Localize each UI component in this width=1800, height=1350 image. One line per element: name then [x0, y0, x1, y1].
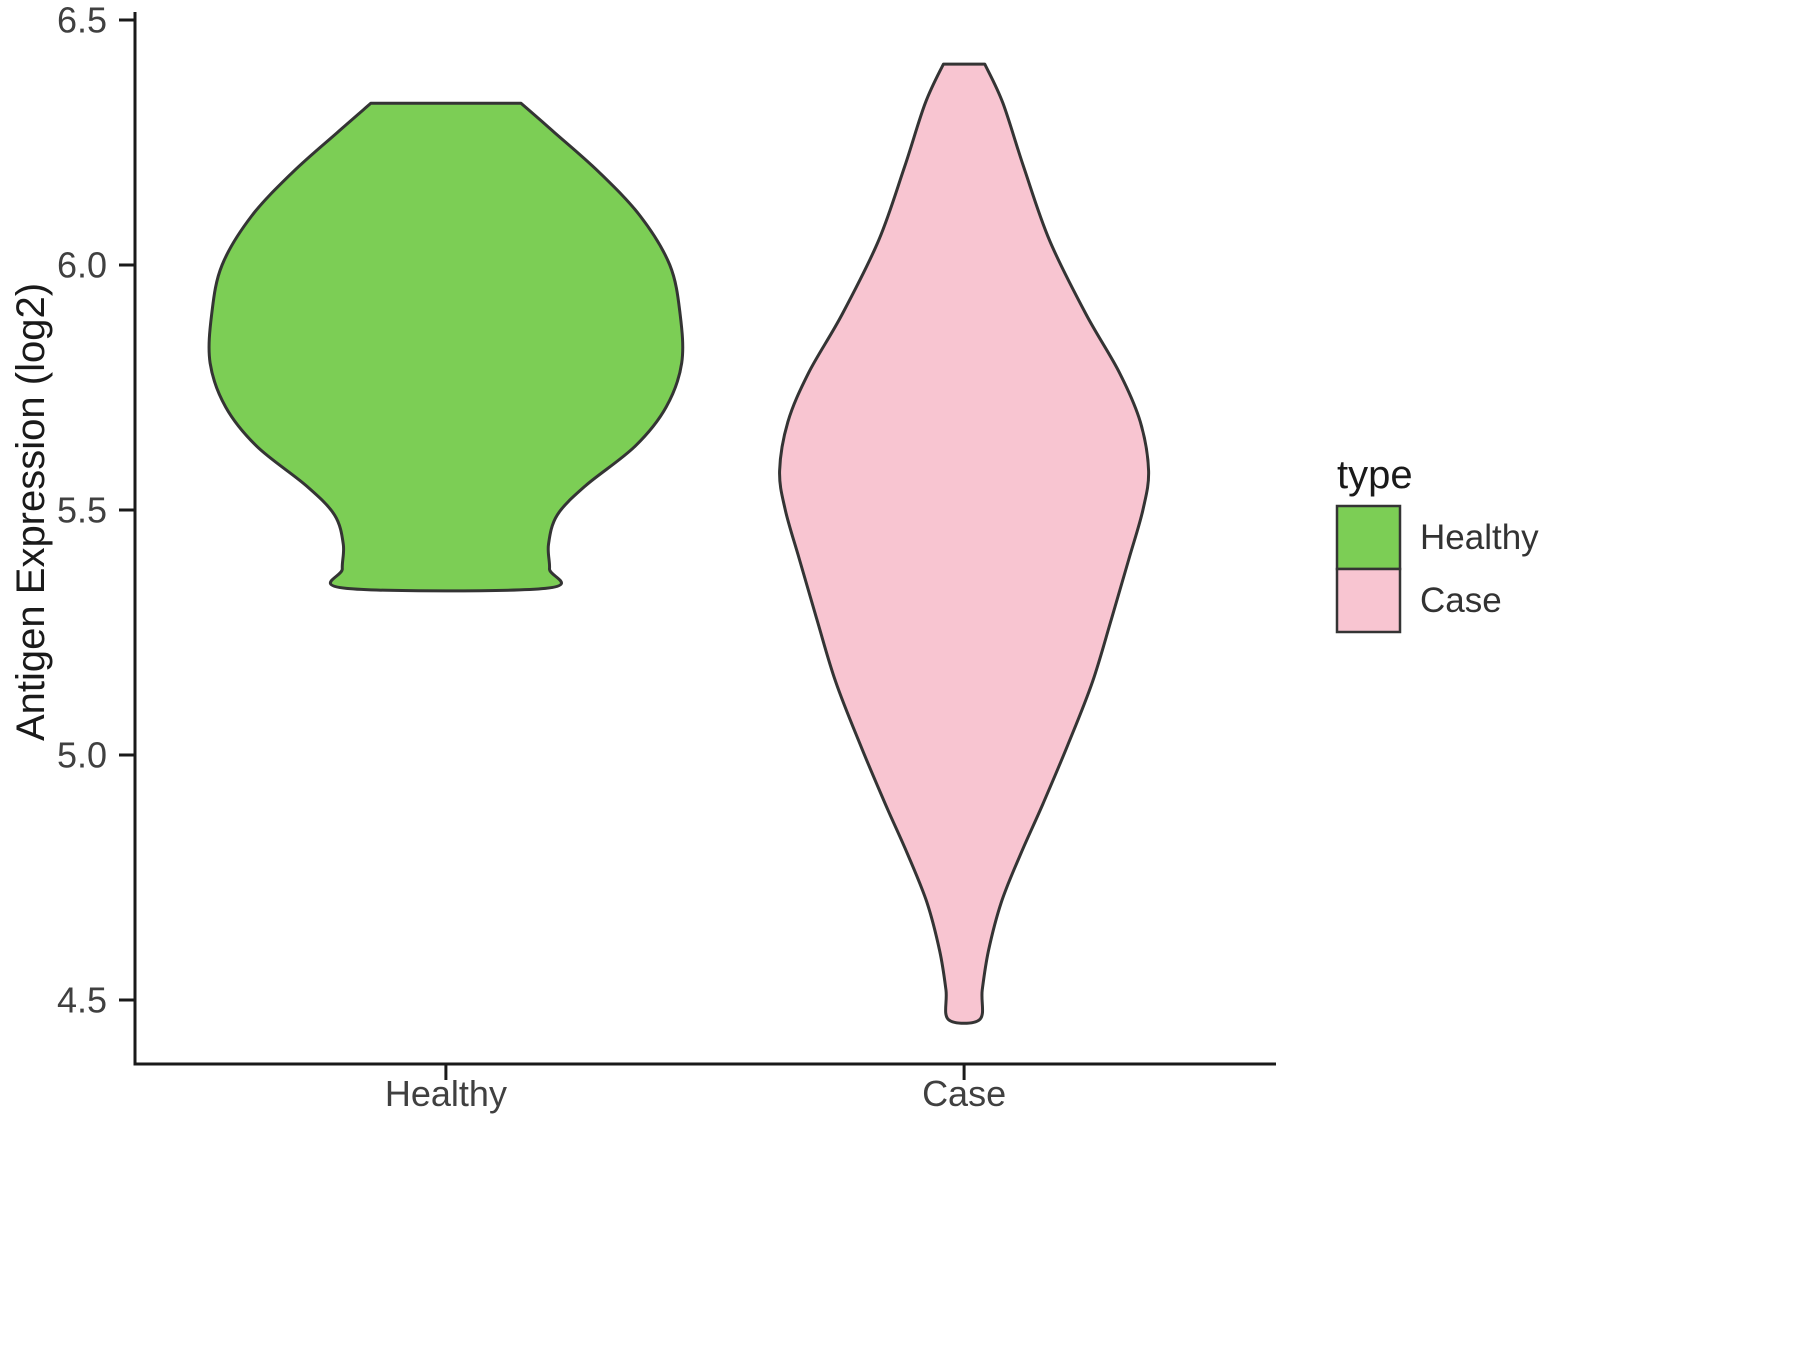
axes-layer: 4.5 5.0 5.5 6.0 6.5 Healthy Case	[57, 0, 1276, 1114]
y-axis-title: Antigen Expression (log2)	[9, 283, 53, 741]
violin-healthy	[207, 101, 685, 593]
y-tick-label: 6.0	[57, 245, 107, 286]
x-ticks-group: Healthy Case	[385, 1064, 1006, 1114]
legend-title: type	[1337, 453, 1413, 497]
y-tick-label: 6.5	[57, 0, 107, 41]
legend: type Healthy Case	[1335, 453, 1539, 634]
y-tick-label: 5.5	[57, 490, 107, 531]
legend-label-case: Case	[1420, 581, 1502, 620]
legend-key-healthy	[1335, 504, 1402, 571]
x-tick-label-case: Case	[922, 1073, 1006, 1114]
legend-label-healthy: Healthy	[1420, 518, 1539, 557]
y-ticks-group: 4.5 5.0 5.5 6.0 6.5	[57, 0, 135, 1021]
x-tick-label-healthy: Healthy	[385, 1073, 507, 1114]
legend-key-case	[1335, 567, 1402, 634]
legend-entries-group: Healthy Case	[1335, 504, 1539, 634]
y-tick-label: 4.5	[57, 980, 107, 1021]
y-tick-label: 5.0	[57, 735, 107, 776]
violins-layer	[207, 62, 1151, 1025]
violin-case	[778, 62, 1151, 1025]
